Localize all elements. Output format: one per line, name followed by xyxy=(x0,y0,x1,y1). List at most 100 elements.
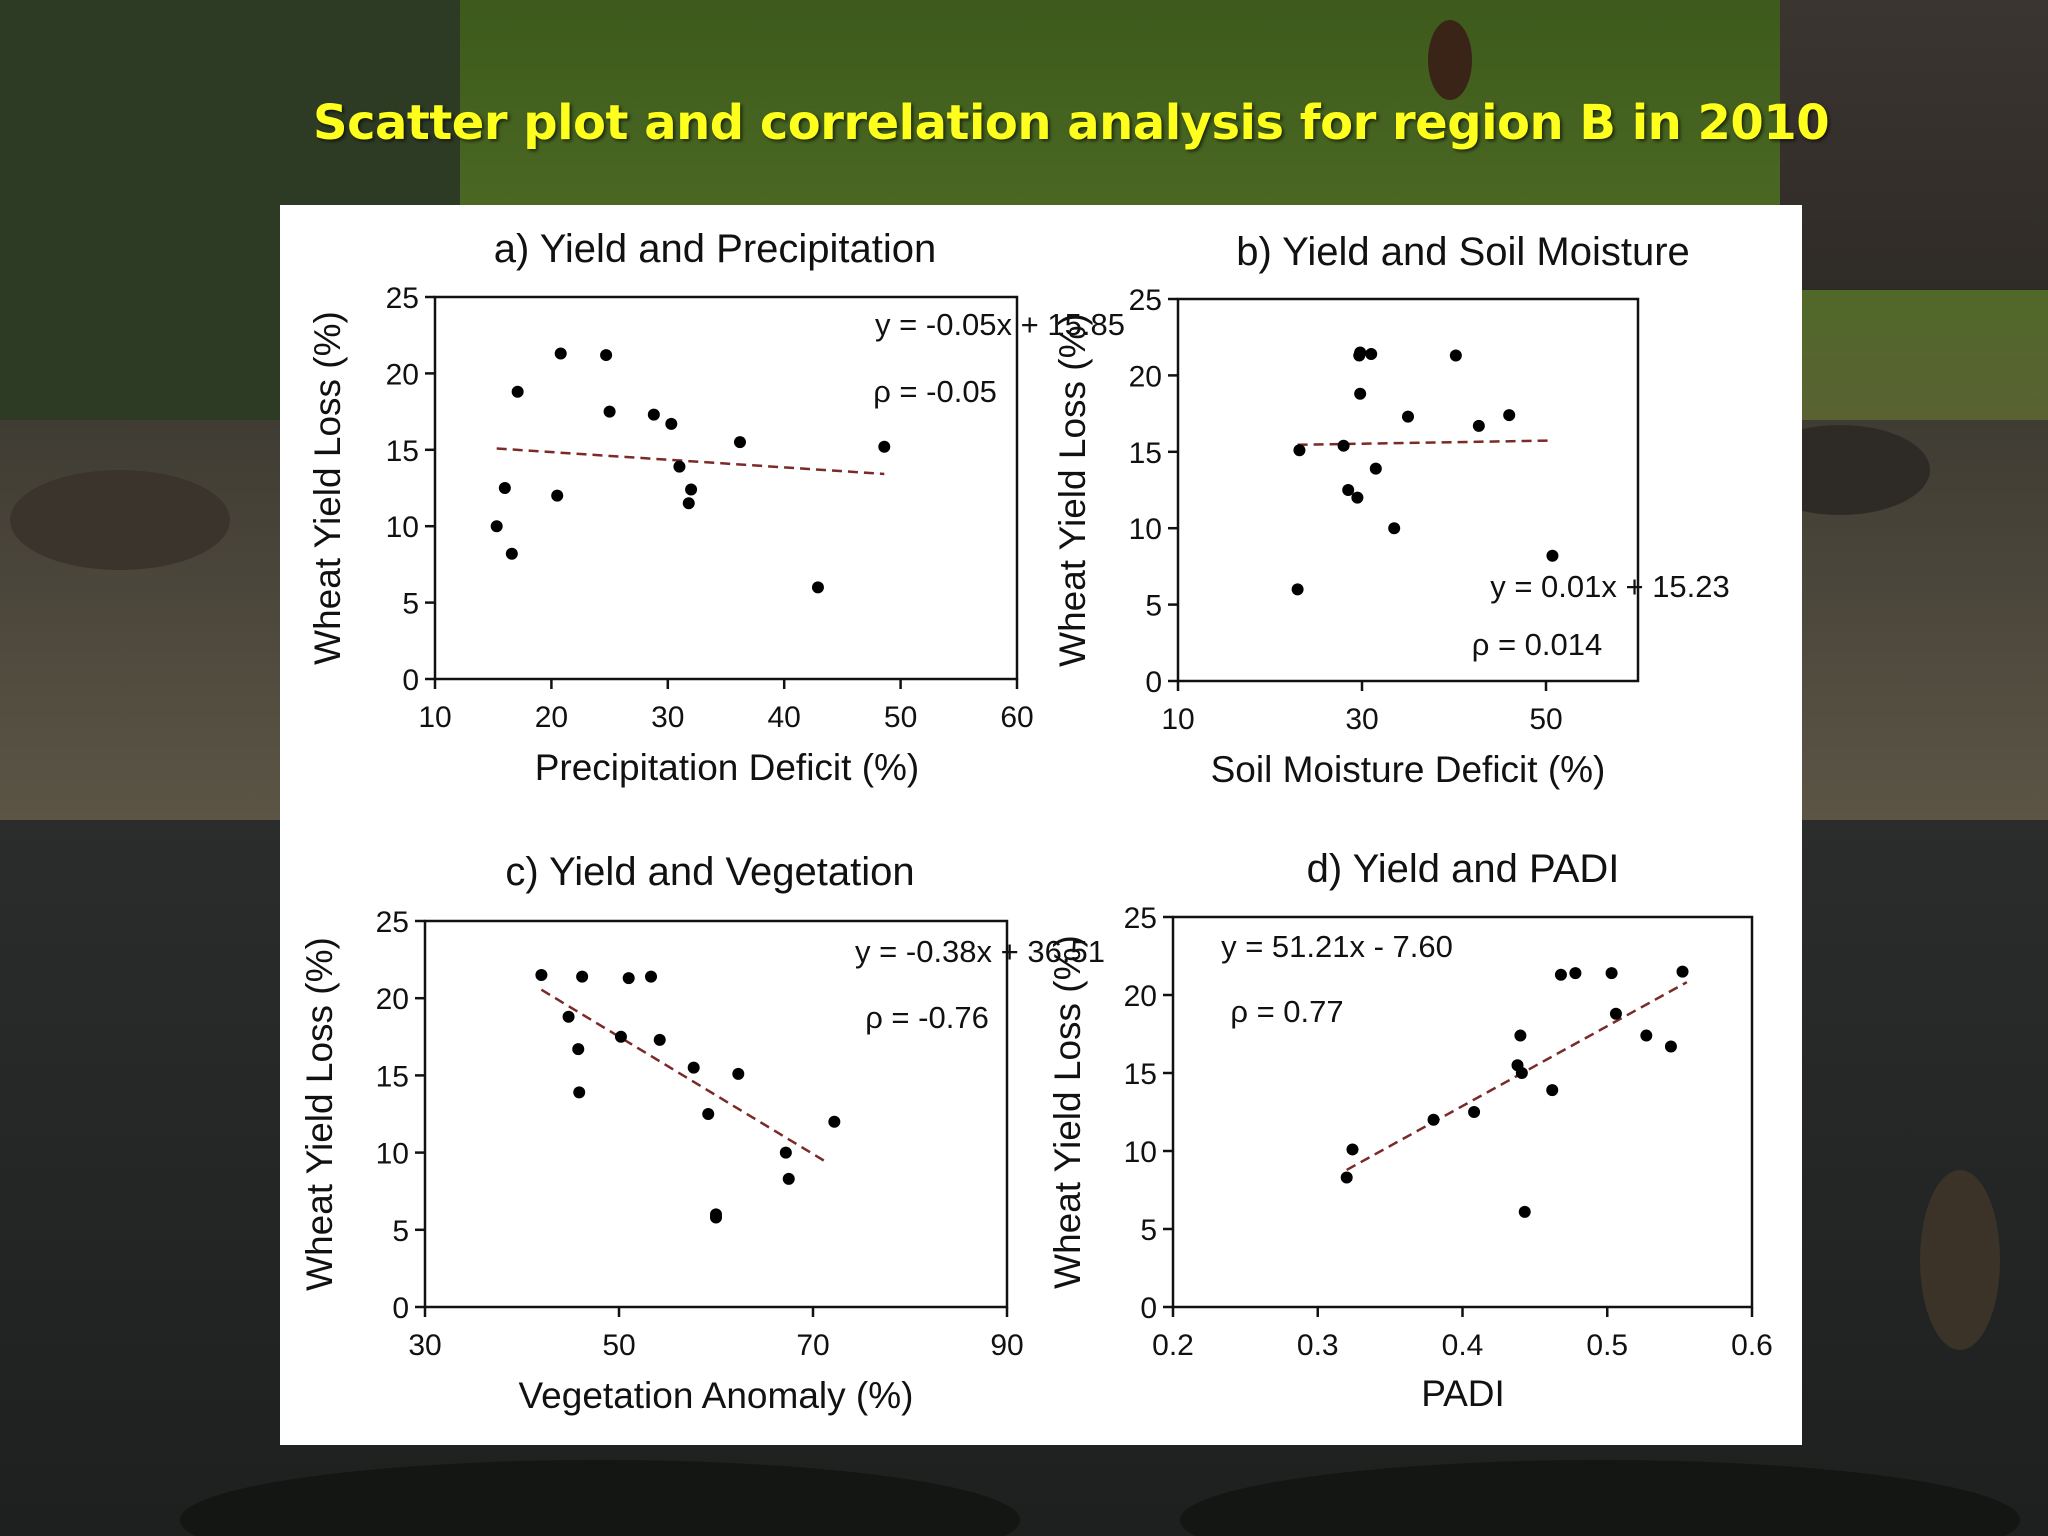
data-point xyxy=(1472,419,1485,432)
data-point xyxy=(573,1086,586,1099)
y-tick-label: 20 xyxy=(386,358,419,391)
data-point xyxy=(811,581,824,594)
chart-title: d) Yield and PADI xyxy=(1307,847,1620,891)
data-point xyxy=(498,482,511,494)
data-point xyxy=(1514,1029,1527,1042)
x-tick-label: 70 xyxy=(796,1329,829,1362)
correlation-coefficient: ρ = 0.014 xyxy=(1472,627,1603,662)
x-axis-label: Soil Moisture Deficit (%) xyxy=(1211,749,1606,790)
regression-equation: y = 51.21x - 7.60 xyxy=(1221,929,1453,964)
y-tick-label: 5 xyxy=(402,588,419,621)
x-tick-label: 0.6 xyxy=(1731,1329,1773,1362)
y-tick-label: 25 xyxy=(386,282,419,315)
y-tick-label: 0 xyxy=(402,664,419,697)
y-tick-label: 15 xyxy=(1129,437,1162,470)
data-point xyxy=(682,497,695,510)
x-axis-label: Vegetation Anomaly (%) xyxy=(519,1375,914,1416)
data-point xyxy=(1515,1067,1528,1079)
data-point xyxy=(614,1030,627,1043)
data-point xyxy=(554,347,567,360)
data-point xyxy=(1340,1171,1353,1184)
y-axis-label: Wheat Yield Loss (%) xyxy=(307,311,348,665)
y-tick-label: 20 xyxy=(1129,360,1162,393)
x-tick-label: 0.4 xyxy=(1442,1329,1484,1362)
y-tick-label: 20 xyxy=(1124,980,1157,1013)
y-tick-label: 0 xyxy=(1140,1292,1157,1325)
data-point xyxy=(1449,349,1462,362)
y-tick-label: 20 xyxy=(376,983,409,1016)
data-point xyxy=(1427,1113,1440,1126)
data-point xyxy=(653,1033,666,1046)
data-point xyxy=(733,436,746,449)
x-tick-label: 90 xyxy=(990,1329,1023,1362)
correlation-coefficient: ρ = 0.77 xyxy=(1230,994,1343,1029)
chart-panel-d: d) Yield and PADI 0 5 10 15 20 25 0.2 0.3 0.4 0.5 0… xyxy=(1047,847,1773,1414)
data-point xyxy=(600,349,613,362)
x-tick-label: 0.2 xyxy=(1152,1329,1194,1362)
y-tick-label: 15 xyxy=(376,1060,409,1093)
y-axis-label: Wheat Yield Loss (%) xyxy=(299,937,340,1291)
y-tick-label: 5 xyxy=(1140,1214,1157,1247)
data-point xyxy=(779,1146,792,1159)
y-tick-label: 0 xyxy=(392,1292,409,1325)
figure-panel: a) Yield and Precipitation 0 5 10 15 20 25 10 20… xyxy=(280,205,1802,1445)
data-point xyxy=(1609,1007,1622,1020)
data-point xyxy=(1351,491,1364,504)
chart-title: b) Yield and Soil Moisture xyxy=(1236,230,1690,274)
x-axis-label: PADI xyxy=(1421,1373,1505,1414)
y-tick-label: 10 xyxy=(1124,1136,1157,1169)
data-point xyxy=(673,460,686,473)
x-tick-label: 0.3 xyxy=(1297,1329,1339,1362)
x-tick-label: 50 xyxy=(1529,703,1562,736)
x-tick-label: 10 xyxy=(418,701,451,734)
y-tick-label: 25 xyxy=(1124,902,1157,935)
data-point xyxy=(685,483,698,496)
y-axis-label: Wheat Yield Loss (%) xyxy=(1052,313,1093,667)
x-tick-label: 50 xyxy=(602,1329,635,1362)
data-point xyxy=(1354,387,1367,400)
chart-title: a) Yield and Precipitation xyxy=(494,227,937,271)
data-point xyxy=(1342,484,1355,496)
data-point xyxy=(1293,444,1306,457)
chart-panel-b: b) Yield and Soil Moisture 0 5 10 15 20 25 10 30… xyxy=(1052,230,1730,790)
data-point xyxy=(1365,348,1378,361)
data-point xyxy=(710,1211,722,1224)
data-point xyxy=(878,440,891,453)
data-point xyxy=(828,1115,841,1128)
x-tick-label: 30 xyxy=(651,701,684,734)
slide-title: Scatter plot and correlation analysis fo… xyxy=(313,95,1830,151)
y-axis-label: Wheat Yield Loss (%) xyxy=(1047,935,1088,1289)
plot-frame xyxy=(423,919,1009,1309)
y-tick-label: 15 xyxy=(386,435,419,468)
regression-equation: y = -0.05x + 15.85 xyxy=(875,307,1125,342)
x-tick-label: 60 xyxy=(1000,701,1033,734)
data-point xyxy=(665,417,678,430)
x-tick-label: 0.5 xyxy=(1586,1329,1628,1362)
data-point xyxy=(687,1061,700,1074)
data-point xyxy=(1468,1106,1481,1118)
scatter-figure: a) Yield and Precipitation 0 5 10 15 20 25 10 20… xyxy=(299,227,1773,1416)
data-point xyxy=(1402,410,1414,423)
data-point xyxy=(1546,1084,1559,1097)
regression-equation: y = 0.01x + 15.23 xyxy=(1490,569,1730,604)
chart-title: c) Yield and Vegetation xyxy=(505,850,914,894)
x-tick-label: 10 xyxy=(1161,703,1194,736)
x-tick-label: 30 xyxy=(408,1329,441,1362)
y-tick-label: 10 xyxy=(386,511,419,544)
data-point xyxy=(562,1010,575,1023)
data-point xyxy=(645,970,658,983)
data-point xyxy=(576,970,589,983)
data-point xyxy=(1554,968,1567,981)
data-point xyxy=(505,547,518,560)
data-point xyxy=(1605,967,1618,980)
data-point xyxy=(702,1108,715,1120)
x-tick-label: 40 xyxy=(768,701,801,734)
trend-line xyxy=(496,447,885,476)
data-point xyxy=(1291,583,1304,596)
data-point xyxy=(1388,522,1401,535)
trend-line xyxy=(540,988,829,1164)
x-tick-label: 50 xyxy=(884,701,917,734)
trend-line xyxy=(1297,439,1554,447)
data-point xyxy=(1546,549,1559,562)
data-point xyxy=(572,1043,585,1056)
